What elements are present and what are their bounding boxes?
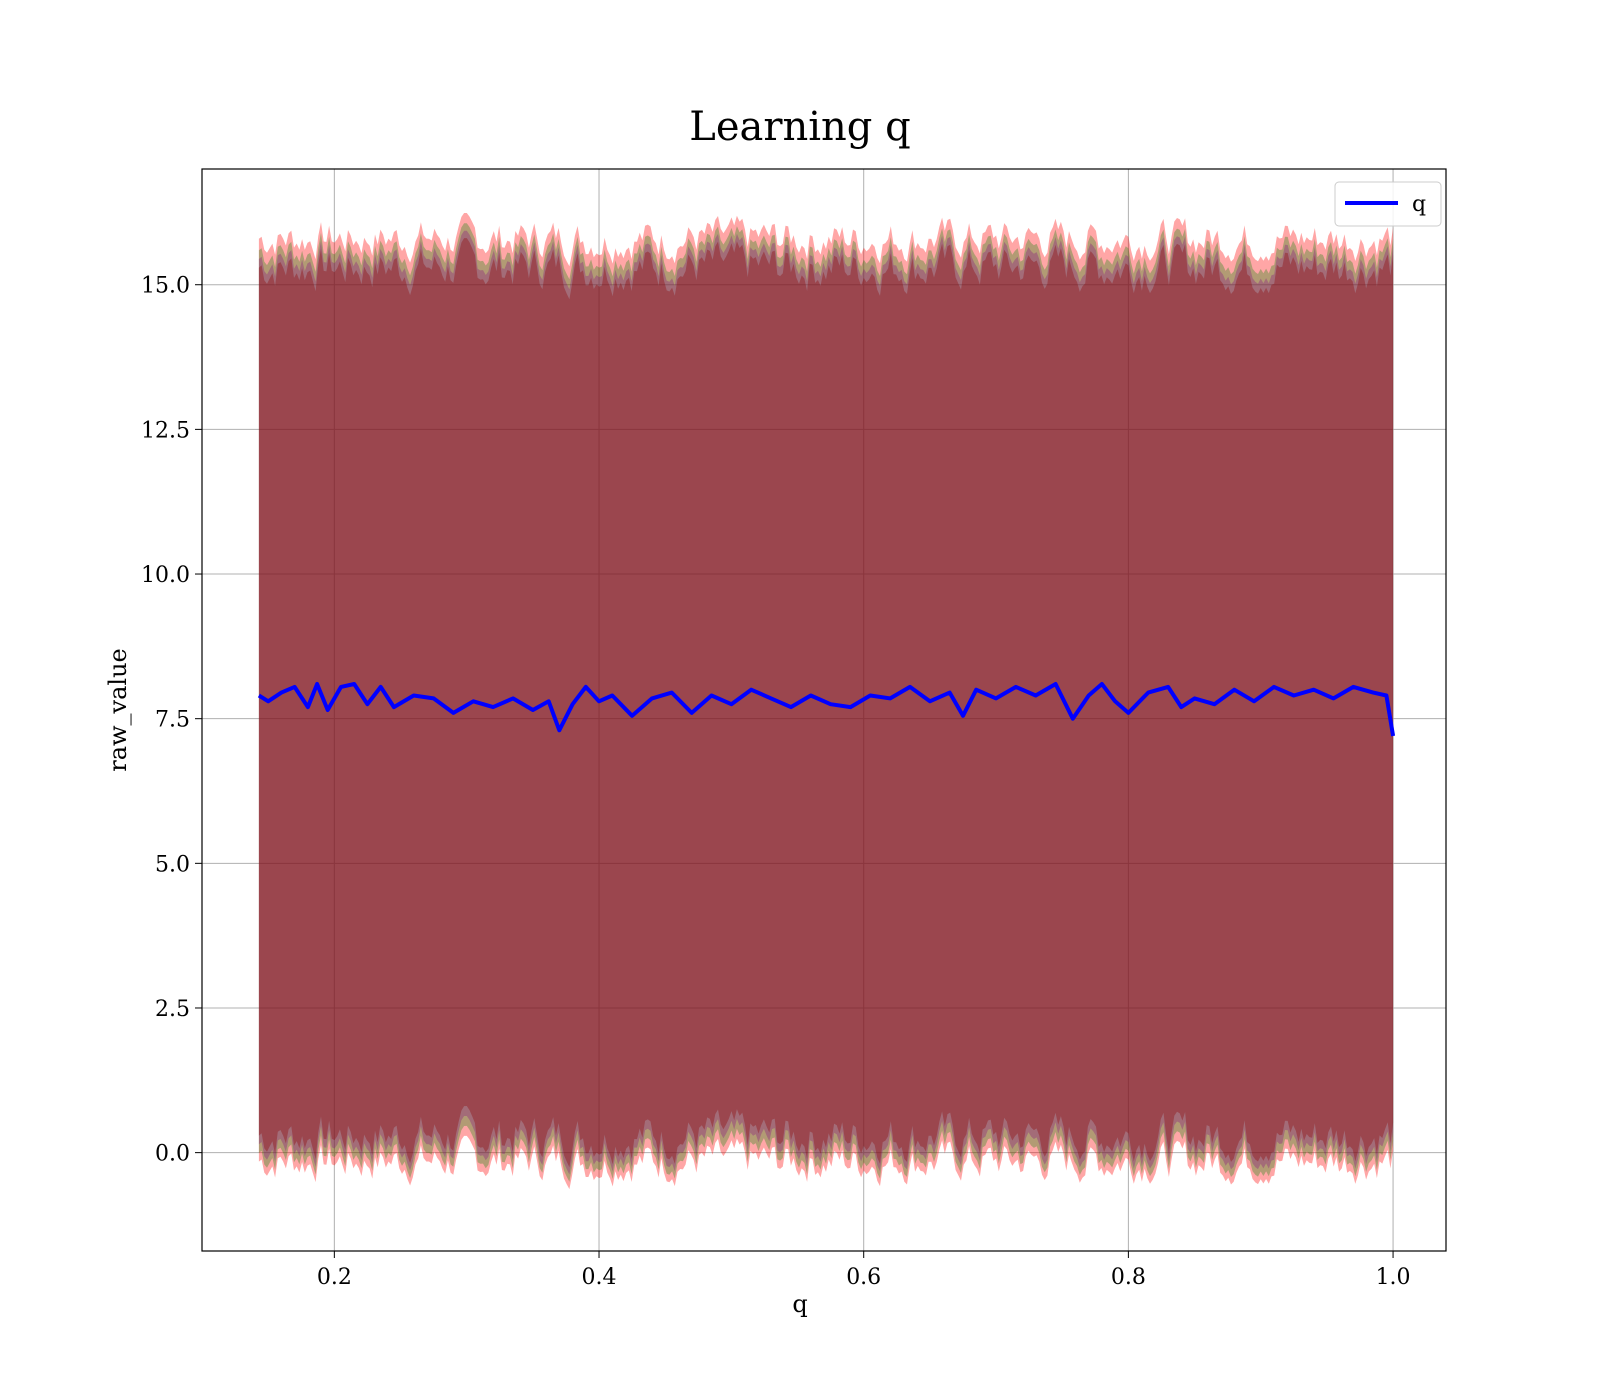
y-tick-label: 12.5 <box>141 418 190 443</box>
axes-frame <box>201 168 1447 1252</box>
x-axis-label: q <box>792 1290 808 1318</box>
y-tick-label: 0.0 <box>155 1142 190 1167</box>
grid <box>202 169 1446 1251</box>
y-ticks: 0.0 2.5 5.0 7.5 10.0 12.5 15.0 <box>141 274 202 1167</box>
y-tick-label: 15.0 <box>141 274 190 299</box>
x-tick-label: 0.4 <box>582 1265 617 1290</box>
series-lines <box>257 682 1396 737</box>
y-tick-label: 7.5 <box>155 708 190 733</box>
y-tick-label: 5.0 <box>155 852 190 877</box>
legend: q <box>1334 181 1442 227</box>
x-ticks: 0.2 0.4 0.6 0.8 1.0 <box>317 1251 1411 1290</box>
chart-title: Learning q <box>689 104 911 150</box>
y-tick-label: 10.0 <box>141 563 190 588</box>
y-tick-label: 2.5 <box>155 997 190 1022</box>
x-tick-label: 0.6 <box>846 1265 881 1290</box>
series-line-q <box>257 682 1396 737</box>
x-tick-label: 0.8 <box>1111 1265 1146 1290</box>
x-tick-label: 1.0 <box>1376 1265 1411 1290</box>
x-tick-label: 0.2 <box>317 1265 352 1290</box>
legend-label-q: q <box>1412 192 1426 217</box>
